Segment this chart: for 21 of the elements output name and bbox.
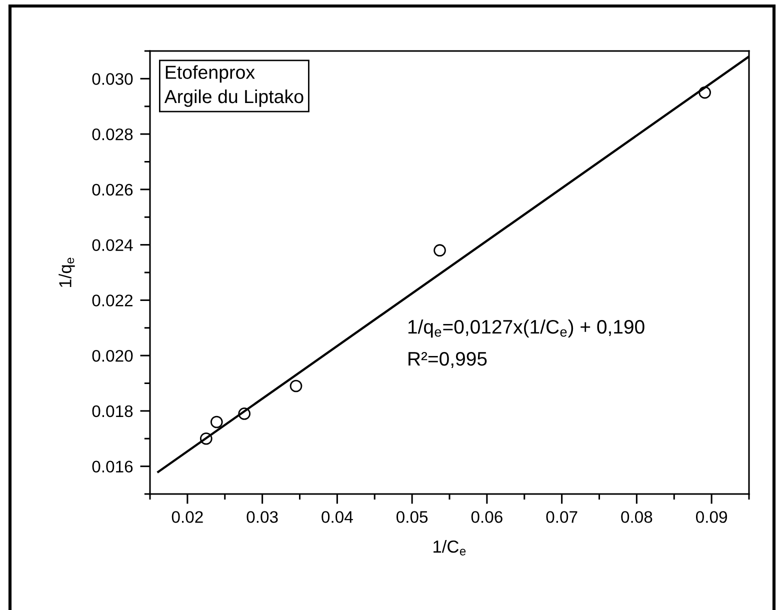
x-tick-label: 0.07 (546, 511, 578, 523)
y-tick-label: 0.028 (92, 128, 133, 140)
y-tick-label: 0.030 (92, 73, 133, 85)
x-tick-label: 0.02 (172, 511, 203, 523)
x-tick-label: 0.06 (471, 511, 502, 523)
y-tick-label: 0.022 (92, 294, 132, 306)
annotation: Etofenprox Argile du Liptako (164, 65, 304, 107)
y-tick-label: 0.016 (92, 460, 133, 473)
x-tick-label: 0.04 (322, 511, 353, 523)
y-tick-label: 0.024 (92, 239, 133, 252)
y-axis-title: 1/q$_{e}$ (58, 258, 75, 287)
y-tick-label: 0.018 (92, 405, 133, 418)
annotation: 1/q$_{e}$=0,0127x(1/C$_{e}$) + 0,190 (408, 319, 644, 338)
y-tick-label: 0.026 (92, 184, 133, 196)
x-tick-label: 0.05 (396, 511, 428, 523)
x-tick-label: 0.08 (621, 511, 652, 523)
x-axis-title: 1/C$_{e}$ (434, 540, 466, 556)
annotation: R²=0,995 (408, 352, 487, 368)
x-tick-label: 0.03 (246, 511, 278, 523)
y-tick-label: 0.020 (92, 350, 133, 362)
x-tick-label: 0.09 (696, 511, 727, 523)
